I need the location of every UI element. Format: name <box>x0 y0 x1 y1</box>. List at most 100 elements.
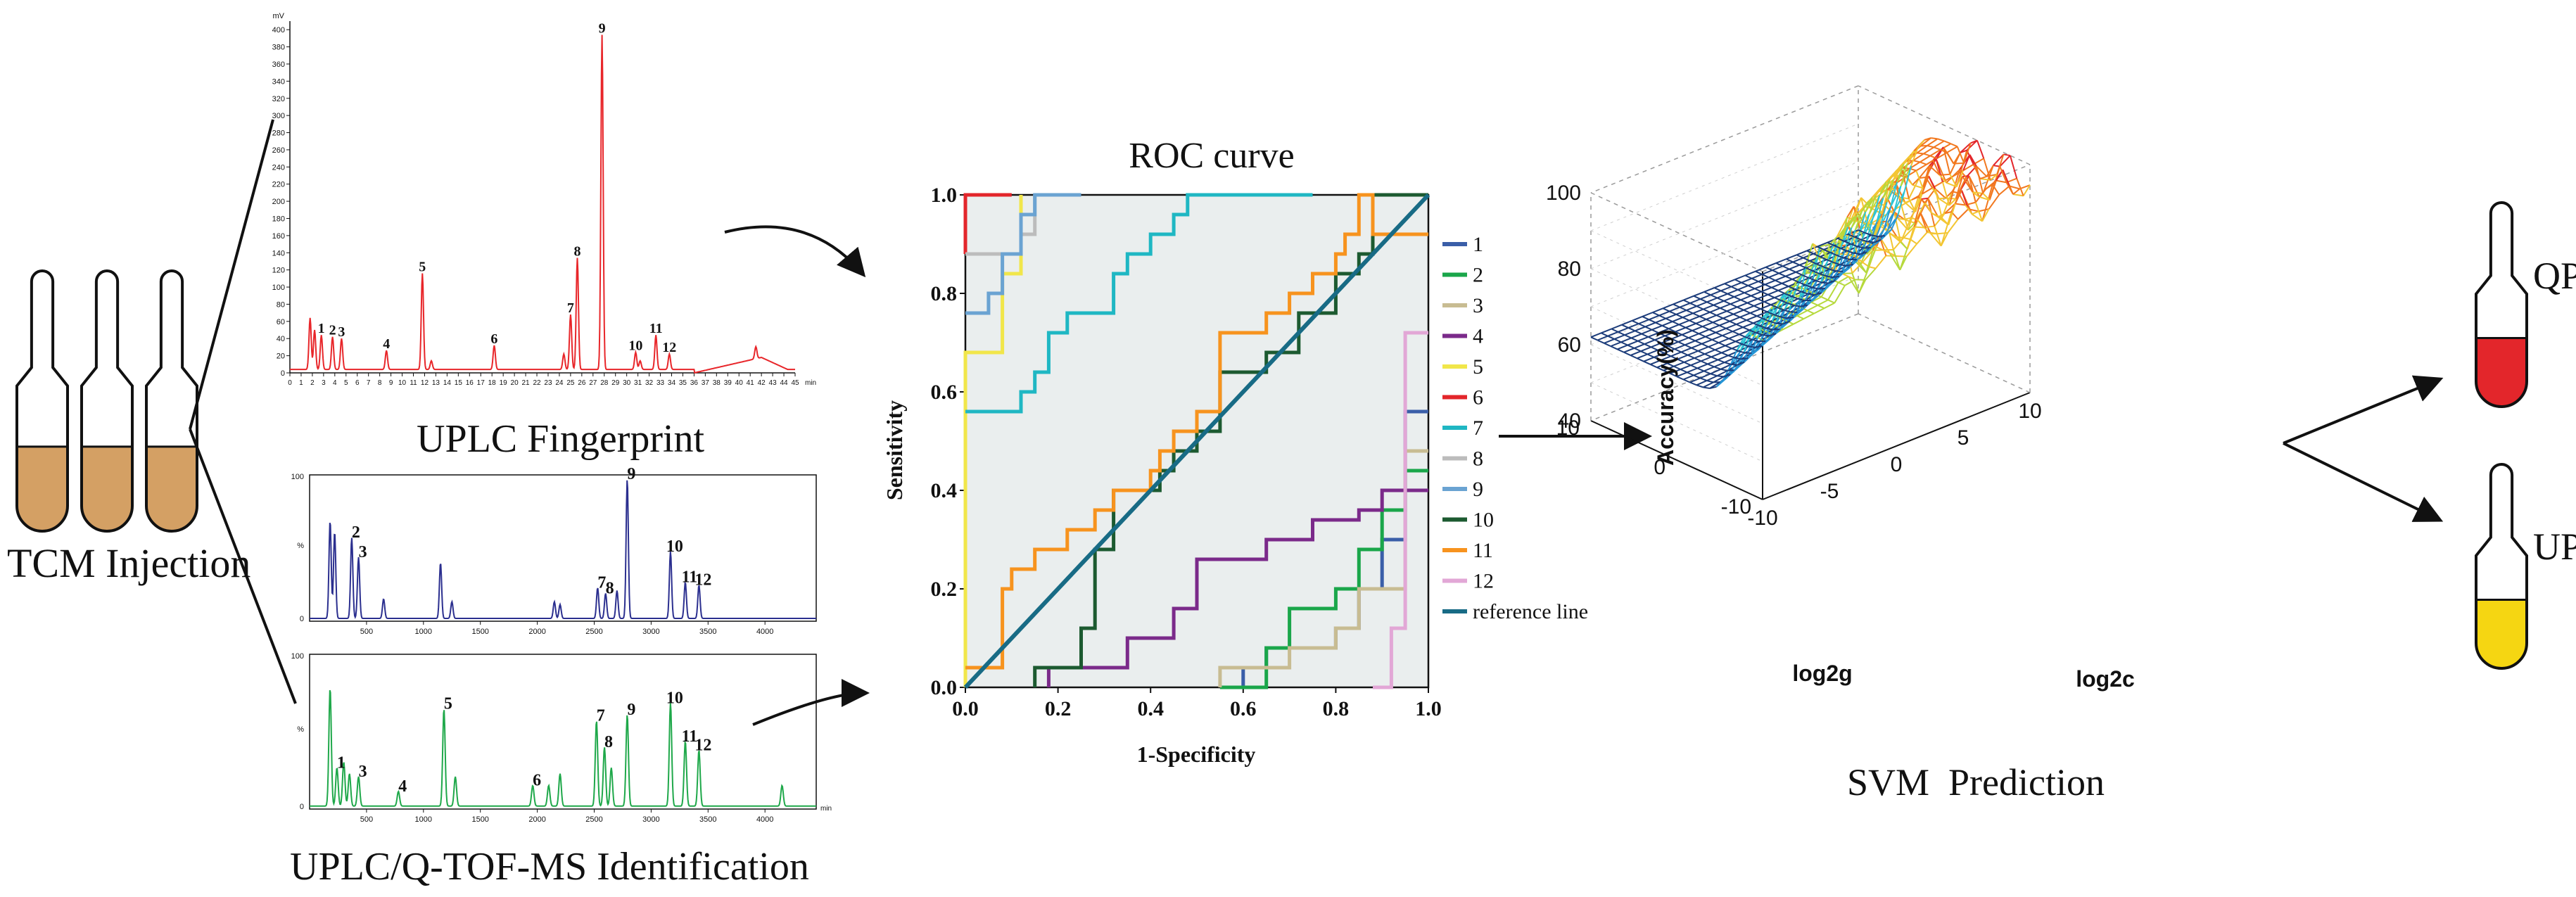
surface-mesh-line <box>1667 362 1675 367</box>
surface-mesh-line <box>1857 246 1865 249</box>
surface-mesh-line <box>1779 323 1787 330</box>
surface-mesh-line <box>1737 288 1745 294</box>
surface-mesh-line <box>2009 185 2020 190</box>
surface-mesh-line <box>1706 301 1714 306</box>
surface-mesh-line <box>1853 197 1862 217</box>
surface-mesh-line <box>1727 355 1735 359</box>
surface-mesh-line <box>1730 286 1739 291</box>
surface-mesh-line <box>1965 177 1974 193</box>
surface-mesh-line <box>1728 333 1740 340</box>
surface-mesh-line <box>1832 243 1841 265</box>
surface-mesh-line <box>1669 306 1680 312</box>
surface-mesh-line <box>1784 289 1793 309</box>
surface-mesh-line <box>1722 335 1730 340</box>
surface-mesh-line <box>1601 328 1612 334</box>
surface-mesh-line <box>1710 368 1722 375</box>
surface-mesh-line <box>1985 184 1993 190</box>
surface-mesh-line <box>1806 250 1814 255</box>
surface-mesh-line <box>1807 304 1818 312</box>
surface-mesh-line <box>1855 256 1863 263</box>
legend-label: 9 <box>1473 478 1483 501</box>
surface-mesh-line <box>1630 337 1639 342</box>
surface-mesh-line <box>1999 155 2011 167</box>
surface-mesh-line <box>1731 281 1742 288</box>
surface-mesh-line <box>1692 326 1703 331</box>
vial-liquid <box>82 446 132 531</box>
x-tick-label: 20 <box>511 379 519 387</box>
surface-mesh-line <box>1940 148 1948 153</box>
surface-mesh-line <box>1946 182 1958 188</box>
surface-mesh-line <box>1862 217 1874 238</box>
surface-mesh-line <box>1941 182 1950 206</box>
surface-mesh-line <box>1846 205 1855 218</box>
surface-mesh-line <box>1802 274 1810 279</box>
x-tick-label: 7 <box>367 379 371 387</box>
y-tick-label: 260 <box>272 146 285 155</box>
peak-label: 10 <box>666 537 683 556</box>
y-tick-label: 280 <box>272 129 285 138</box>
surface-mesh-line <box>1724 283 1732 288</box>
surface-mesh-line <box>1775 275 1786 281</box>
surface-mesh-line <box>1860 197 1869 224</box>
surface-mesh-line <box>1673 361 1684 367</box>
surface-mesh-line <box>1768 293 1775 298</box>
surface-mesh-line <box>1725 327 1733 333</box>
surface-mesh-line <box>1775 258 1787 264</box>
surface-mesh-line <box>1660 355 1672 362</box>
surface-mesh-line <box>1674 344 1685 350</box>
surface-mesh-line <box>1631 333 1642 339</box>
surface-mesh-line <box>1882 249 1891 254</box>
surface-mesh-line <box>1744 274 1753 279</box>
roc-series-4 <box>1046 488 1428 687</box>
surface-mesh-line <box>1993 153 2005 166</box>
grid-line <box>1590 123 1859 231</box>
surface-mesh-line <box>1739 333 1746 338</box>
surface-mesh-line <box>1718 338 1730 344</box>
surface-mesh-line <box>1607 335 1615 340</box>
surface-mesh-line <box>1763 297 1775 303</box>
surface-mesh-line <box>1714 283 1725 288</box>
surface-mesh-line <box>1740 299 1748 304</box>
surface-mesh-line <box>1827 241 1834 246</box>
surface-mesh-line <box>1734 357 1742 360</box>
z-tick-label: 100 <box>1546 182 1581 205</box>
surface-mesh-line <box>1708 342 1719 348</box>
surface-mesh-line <box>1704 353 1712 358</box>
x-tick-label: 43 <box>769 379 778 387</box>
surface-mesh-line <box>1702 322 1713 328</box>
x-tick-label: 37 <box>702 379 710 387</box>
x-tick-label: 4000 <box>756 815 773 824</box>
surface-mesh-line <box>1793 318 1804 325</box>
box-edge <box>1858 313 2031 393</box>
surface-mesh-line <box>1637 336 1649 342</box>
surface-mesh-line <box>1764 323 1772 341</box>
surface-mesh-line <box>1814 292 1822 296</box>
surface-mesh-line <box>1839 264 1847 267</box>
surface-mesh-line <box>1926 160 1934 165</box>
surface-mesh-line <box>1841 272 1849 278</box>
surface-mesh-line <box>1741 277 1752 284</box>
surface-mesh-line <box>1654 339 1662 344</box>
surface-mesh-line <box>1679 306 1687 311</box>
x-tick-label: 13 <box>432 379 440 387</box>
surface-mesh-line <box>1952 169 1960 177</box>
surface-mesh-line <box>1712 322 1720 326</box>
surface-mesh-line <box>1741 281 1749 286</box>
surface-mesh-line <box>1903 155 1911 165</box>
surface-mesh-line <box>1971 213 1983 222</box>
surface-mesh-line <box>1736 319 1747 325</box>
surface-mesh-line <box>1890 233 1898 238</box>
x-tick-label: 0 <box>288 379 292 387</box>
surface-mesh-line <box>1910 148 1919 166</box>
surface-mesh-line <box>1671 333 1682 340</box>
surface-mesh-line <box>1816 259 1825 281</box>
chromatogram-trace <box>310 480 816 620</box>
surface-mesh-line <box>1817 299 1829 306</box>
surface-mesh-line <box>1683 299 1691 304</box>
surface-mesh-line <box>1896 163 1905 182</box>
surface-mesh-line <box>1628 323 1639 329</box>
fingerprint-trace <box>290 34 795 374</box>
surface-mesh-line <box>1610 345 1618 350</box>
surface-mesh-line <box>1846 250 1855 254</box>
y-tick-label: 160 <box>272 232 285 241</box>
